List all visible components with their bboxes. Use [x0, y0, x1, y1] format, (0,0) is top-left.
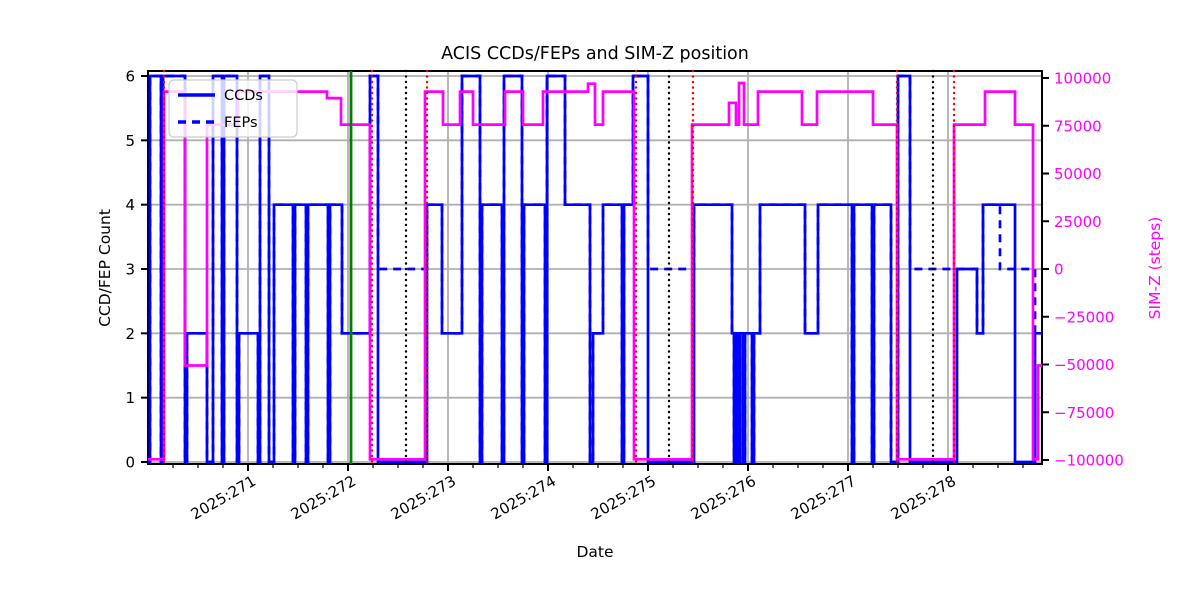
y-right-tick-label: 50000 — [1054, 165, 1102, 183]
legend-ccds-label: CCDs — [224, 88, 263, 104]
y-axis-label-left: CCD/FEP Count — [96, 209, 114, 327]
y-left-tick-label: 4 — [125, 196, 135, 214]
y-left-tick-label: 0 — [125, 454, 135, 472]
y-right-tick-label: 25000 — [1054, 213, 1102, 231]
x-tick-label: 2025:273 — [388, 472, 459, 524]
legend: CCDs FEPs — [168, 79, 298, 138]
y-axis-label-right: SIM-Z (steps) — [1146, 217, 1164, 320]
y-left-tick-label: 5 — [125, 132, 135, 150]
y-right-tick-label: 100000 — [1054, 70, 1111, 88]
y-right-tick-label: 75000 — [1054, 117, 1102, 135]
legend-feps-label: FEPs — [224, 115, 258, 131]
x-tick-label: 2025:274 — [488, 472, 559, 524]
y-right-tick-label: −50000 — [1054, 356, 1114, 374]
x-tick-label: 2025:271 — [188, 472, 259, 524]
x-tick-label: 2025:276 — [688, 472, 759, 524]
chart-title: ACIS CCDs/FEPs and SIM-Z position — [441, 44, 749, 64]
axes-spines — [147, 70, 1043, 465]
y-right-tick-label: −100000 — [1054, 452, 1124, 470]
x-tick-label: 2025:272 — [288, 472, 359, 524]
simz-line — [148, 81, 1042, 461]
y-left-tick-label: 6 — [125, 68, 135, 86]
event-vlines — [162, 69, 956, 466]
y-right-tick-label: −25000 — [1054, 308, 1114, 326]
y-left-tick-label: 3 — [125, 261, 135, 279]
x-tick-label: 2025:277 — [788, 472, 859, 524]
x-tick-label: 2025:278 — [888, 472, 959, 524]
x-tick-label: 2025:275 — [588, 472, 659, 524]
y-right-tick-label: −75000 — [1054, 404, 1114, 422]
x-axis-label: Date — [576, 543, 613, 561]
feps-line — [148, 74, 1042, 464]
y-right-tick-label: 0 — [1054, 261, 1064, 279]
plot-border — [147, 70, 1043, 465]
axis-ticks — [141, 75, 1049, 471]
grid — [148, 71, 1042, 464]
y-left-tick-label: 2 — [125, 325, 135, 343]
data-series — [148, 74, 1042, 464]
y-left-tick-label: 1 — [125, 389, 135, 407]
